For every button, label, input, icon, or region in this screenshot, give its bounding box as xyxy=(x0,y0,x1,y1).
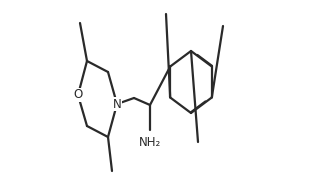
Text: N: N xyxy=(113,97,121,110)
Text: NH₂: NH₂ xyxy=(139,135,161,148)
Text: O: O xyxy=(73,89,83,102)
